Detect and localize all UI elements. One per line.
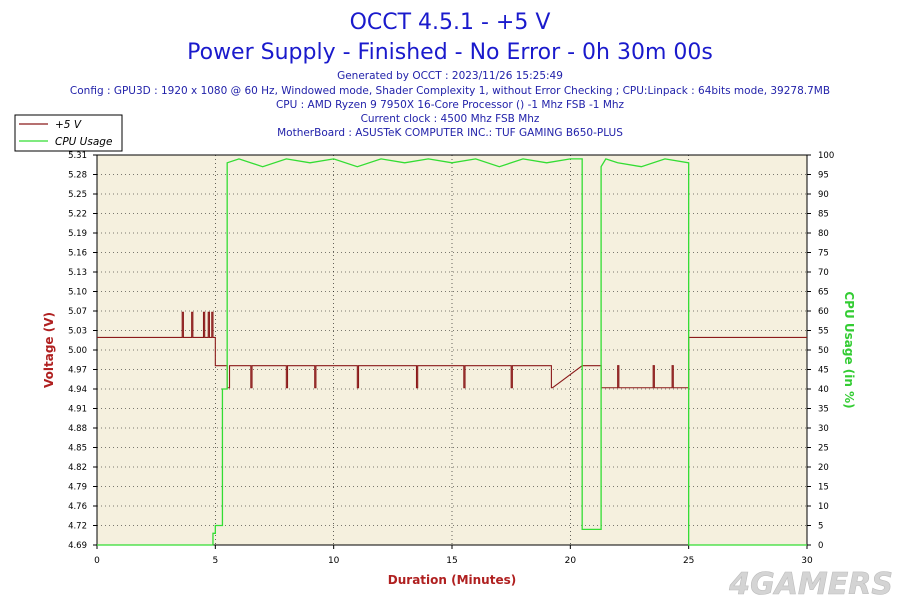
config-line: Config : GPU3D : 1920 x 1080 @ 60 Hz, Wi… — [70, 85, 830, 97]
axes: 4.69 0 4.72 5 4.76 10 4.79 15 4.82 20 4.85 25 4.88 30… — [68, 151, 834, 566]
y-right-tick-label: 55 — [818, 327, 829, 337]
legend-label-voltage: +5 V — [55, 119, 82, 131]
y-right-tick-label: 40 — [818, 385, 829, 395]
y-axis-label-left: Voltage (V) — [42, 312, 56, 388]
series-layer — [97, 158, 807, 546]
y-left-tick-label: 5.00 — [68, 346, 87, 356]
y-right-tick-label: 30 — [818, 424, 829, 434]
y-right-tick-label: 5 — [818, 522, 823, 532]
y-left-tick-label: 5.16 — [68, 249, 87, 259]
y-axis-label-right: CPU Usage (in %) — [842, 291, 856, 408]
y-left-tick-label: 4.91 — [68, 405, 87, 415]
chart-title: OCCT 4.5.1 - +5 V — [350, 10, 551, 35]
y-left-tick-label: 4.69 — [68, 541, 87, 551]
y-left-tick-label: 5.13 — [68, 268, 87, 278]
y-right-tick-label: 90 — [818, 190, 829, 200]
y-left-tick-label: 4.85 — [68, 444, 87, 454]
legend-box — [14, 114, 123, 152]
y-left-tick-label: 4.72 — [68, 522, 87, 532]
y-left-tick-label: 4.88 — [68, 424, 87, 434]
y-right-tick-label: 45 — [818, 366, 829, 376]
y-left-tick-label: 5.03 — [68, 327, 87, 337]
x-tick-label: 10 — [328, 556, 340, 566]
y-right-tick-label: 80 — [818, 229, 829, 239]
x-tick-label: 0 — [94, 556, 100, 566]
watermark: 4GAMERS — [728, 567, 893, 600]
x-tick-label: 30 — [801, 556, 813, 566]
y-left-tick-label: 5.31 — [68, 151, 87, 161]
cpu-usage-series-line — [97, 158, 807, 546]
y-left-tick-label: 4.97 — [68, 366, 87, 376]
motherboard-line: MotherBoard : ASUSTeK COMPUTER INC.: TUF… — [277, 127, 623, 139]
x-tick-label: 15 — [446, 556, 457, 566]
voltage-series-line — [97, 311, 807, 389]
y-right-tick-label: 20 — [818, 463, 829, 473]
y-left-tick-label: 4.82 — [68, 463, 87, 473]
chart-subtitle: Power Supply - Finished - No Error - 0h … — [187, 40, 713, 65]
y-right-tick-label: 25 — [818, 444, 829, 454]
y-left-tick-label: 4.94 — [68, 385, 87, 395]
clock-line: Current clock : 4500 Mhz FSB Mhz — [361, 113, 540, 125]
x-tick-label: 5 — [212, 556, 218, 566]
y-right-tick-label: 35 — [818, 405, 829, 415]
y-right-tick-label: 0 — [818, 541, 823, 551]
y-left-tick-label: 5.22 — [68, 210, 87, 220]
y-right-tick-label: 75 — [818, 249, 829, 259]
plot-area — [96, 154, 808, 546]
y-left-tick-label: 5.25 — [68, 190, 87, 200]
y-right-tick-label: 70 — [818, 268, 829, 278]
y-left-tick-label: 5.10 — [68, 288, 87, 298]
y-right-tick-label: 15 — [818, 483, 829, 493]
y-right-tick-label: 100 — [818, 151, 834, 161]
cpu-line: CPU : AMD Ryzen 9 7950X 16-Core Processo… — [276, 99, 625, 111]
y-left-tick-label: 4.76 — [68, 502, 87, 512]
y-right-tick-label: 10 — [818, 502, 829, 512]
legend: +5 V CPU Usage — [14, 114, 123, 152]
y-right-tick-label: 50 — [818, 346, 829, 356]
y-left-tick-label: 4.79 — [68, 483, 87, 493]
y-right-tick-label: 65 — [818, 288, 829, 298]
y-right-tick-label: 60 — [818, 307, 829, 317]
x-tick-label: 20 — [565, 556, 577, 566]
legend-label-cpu: CPU Usage — [55, 136, 112, 148]
y-left-tick-label: 5.28 — [68, 171, 87, 181]
x-axis-label: Duration (Minutes) — [388, 573, 516, 587]
y-left-tick-label: 5.07 — [68, 307, 87, 317]
generated-line: Generated by OCCT : 2023/11/26 15:25:49 — [337, 70, 563, 82]
y-right-tick-label: 95 — [818, 171, 829, 181]
x-tick-label: 25 — [683, 556, 694, 566]
y-right-tick-label: 85 — [818, 210, 829, 220]
y-left-tick-label: 5.19 — [68, 229, 87, 239]
